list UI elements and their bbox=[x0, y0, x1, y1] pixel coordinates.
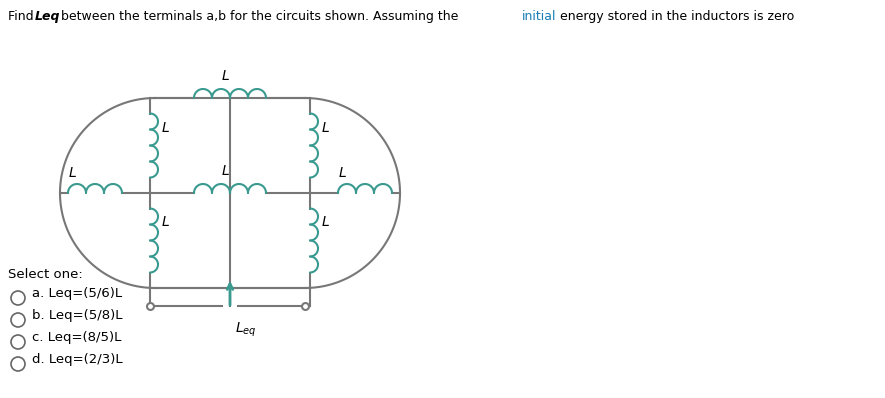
Text: a. Leq=(5/6)L: a. Leq=(5/6)L bbox=[32, 287, 122, 300]
Text: c. Leq=(8/5)L: c. Leq=(8/5)L bbox=[32, 332, 121, 345]
Text: L: L bbox=[221, 69, 229, 83]
Text: L: L bbox=[162, 121, 170, 135]
Text: L: L bbox=[322, 215, 330, 230]
Text: L: L bbox=[339, 166, 347, 180]
Text: Find: Find bbox=[8, 10, 38, 23]
Text: b. Leq=(5/8)L: b. Leq=(5/8)L bbox=[32, 310, 122, 322]
Text: between the terminals a,b for the circuits shown. Assuming the: between the terminals a,b for the circui… bbox=[57, 10, 462, 23]
Text: energy stored in the inductors is zero: energy stored in the inductors is zero bbox=[556, 10, 794, 23]
Text: L: L bbox=[322, 121, 330, 135]
Text: $L_{eq}$: $L_{eq}$ bbox=[235, 321, 257, 339]
Text: L: L bbox=[69, 166, 77, 180]
Text: L: L bbox=[162, 215, 170, 230]
Text: d. Leq=(2/3)L: d. Leq=(2/3)L bbox=[32, 353, 123, 367]
Text: Leq: Leq bbox=[35, 10, 60, 23]
Text: L: L bbox=[221, 164, 229, 178]
Text: initial: initial bbox=[522, 10, 557, 23]
Text: Select one:: Select one: bbox=[8, 268, 83, 281]
